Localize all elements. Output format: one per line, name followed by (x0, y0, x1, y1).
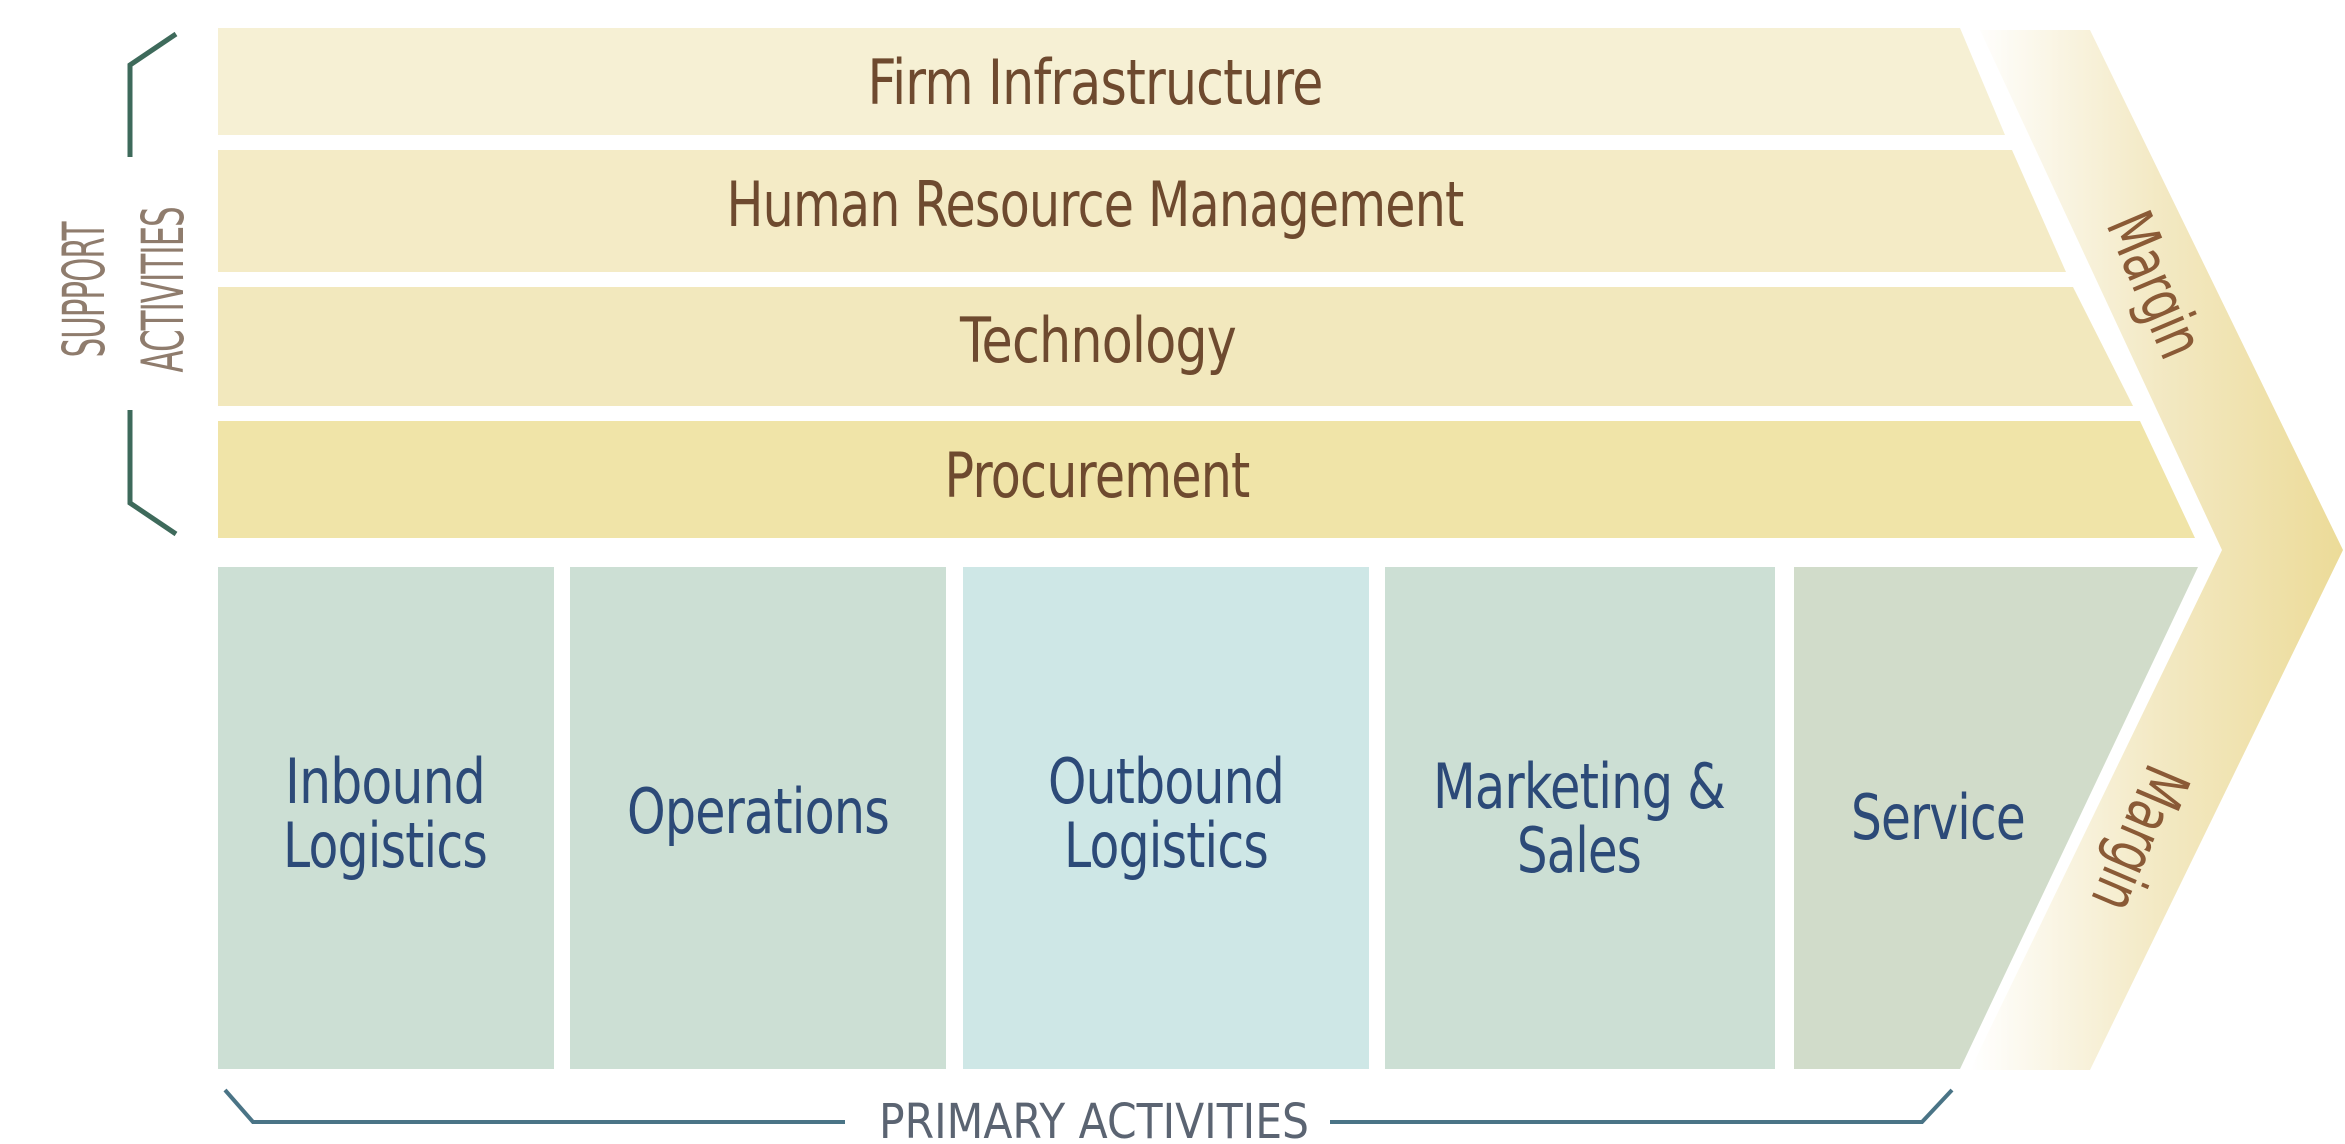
primary-bracket-left (223, 1088, 845, 1124)
primary-label-inbound-line1: Inbound (285, 745, 485, 818)
primary-activities-label: PRIMARY ACTIVITIES (879, 1094, 1309, 1144)
support-label-line1: SUPPORT (50, 221, 118, 357)
primary-label-outbound-line1: Outbound (1048, 745, 1284, 818)
primary-label-marketing-line2: Sales (1517, 814, 1641, 887)
support-label-line2: ACTIVITIES (129, 208, 197, 373)
support-band-hr-management (218, 150, 2066, 272)
primary-bracket-right (1330, 1088, 1954, 1124)
support-band-firm-infrastructure (218, 28, 2005, 135)
primary-box-operations (570, 567, 946, 1069)
support-bracket-top (127, 31, 178, 157)
support-label-firm-infrastructure: Firm Infrastructure (868, 46, 1323, 119)
primary-label-service: Service (1851, 781, 2025, 854)
support-band-technology (218, 287, 2133, 406)
support-label-technology: Technology (959, 304, 1236, 377)
primary-box-marketing-sales (1385, 567, 1775, 1069)
primary-label-outbound-line2: Logistics (1064, 809, 1268, 882)
primary-box-inbound-logistics (218, 567, 554, 1069)
margin-chevron (1970, 30, 2343, 1070)
support-label-procurement: Procurement (945, 439, 1250, 512)
primary-box-service (1794, 567, 2198, 1069)
support-label-hr-management: Human Resource Management (727, 168, 1464, 241)
primary-label-operations: Operations (627, 775, 889, 848)
primary-box-outbound-logistics (963, 567, 1369, 1069)
support-bracket-bottom (127, 410, 178, 537)
primary-label-inbound-line2: Logistics (283, 809, 487, 882)
support-band-procurement (218, 421, 2195, 538)
primary-label-marketing-line1: Marketing & (1433, 750, 1725, 823)
